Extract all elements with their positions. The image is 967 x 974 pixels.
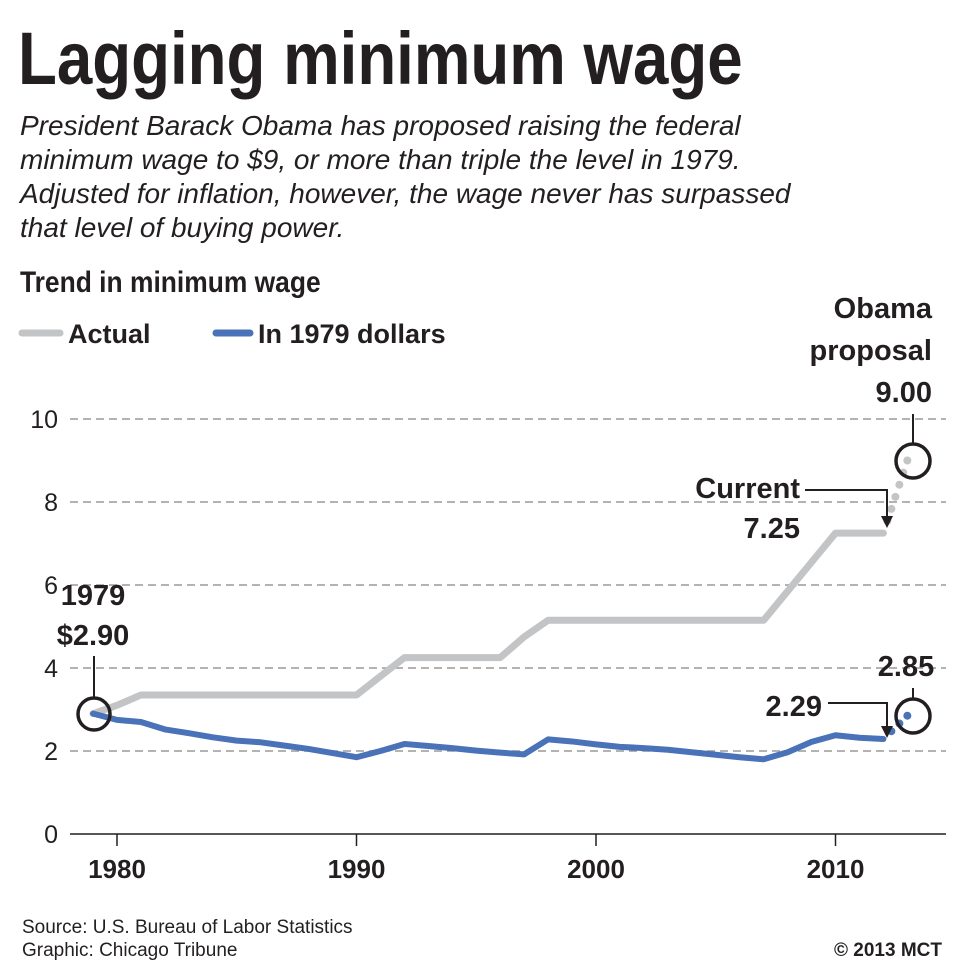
subtitle-line: that level of buying power. xyxy=(20,212,344,243)
subtitle-line: Adjusted for inflation, however, the wag… xyxy=(18,178,792,209)
annotation-proposal-label: proposal xyxy=(810,335,932,367)
series-line-real xyxy=(90,710,887,763)
annotation-real-proposal-value: 2.85 xyxy=(878,651,934,683)
annotation-1979-label: 1979 xyxy=(61,580,126,612)
projection-dot xyxy=(903,711,912,720)
chart-title: Trend in minimum wage xyxy=(20,264,321,298)
projection-dot xyxy=(891,492,900,501)
x-tick-label: 2010 xyxy=(807,854,865,884)
x-tick-label: 1990 xyxy=(328,854,386,884)
series-line-actual xyxy=(89,529,887,718)
annotation-1979-value: $2.90 xyxy=(57,620,130,652)
projection-dot xyxy=(895,480,904,489)
y-tick-label: 2 xyxy=(44,738,58,766)
legend-label-actual: Actual xyxy=(68,319,151,349)
copyright-text: © 2013 MCT xyxy=(834,940,942,961)
y-tick-label: 4 xyxy=(44,655,58,683)
subtitle-line: President Barack Obama has proposed rais… xyxy=(20,110,741,141)
annotation-proposal-value: 9.00 xyxy=(876,377,932,409)
annotation-proposal-circle xyxy=(894,442,932,480)
annotation-real-current-leader xyxy=(828,702,888,728)
annotation-real-proposal-circle xyxy=(894,697,932,735)
projection-dot xyxy=(887,504,896,513)
y-tick-label: 10 xyxy=(30,406,58,434)
annotation-proposal-label: Obama xyxy=(834,293,933,325)
annotation-current-leader xyxy=(805,489,888,518)
source-text: Source: U.S. Bureau of Labor Statistics xyxy=(22,917,353,938)
subtitle-line: minimum wage to $9, or more than triple … xyxy=(20,144,741,175)
legend-label-real: In 1979 dollars xyxy=(258,319,446,349)
annotation-current-value: 7.25 xyxy=(744,513,800,545)
x-tick-label: 1980 xyxy=(88,854,146,884)
arrow-icon xyxy=(881,726,893,738)
y-tick-label: 0 xyxy=(44,821,58,849)
annotation-real-current-value: 2.29 xyxy=(766,691,822,723)
y-tick-label: 6 xyxy=(44,572,58,600)
annotation-current-label: Current xyxy=(695,473,800,505)
x-tick-label: 2000 xyxy=(567,854,625,884)
credit-text: Graphic: Chicago Tribune xyxy=(22,940,237,961)
page-title: Lagging minimum wage xyxy=(18,18,743,101)
annotation-1979-circle xyxy=(76,696,112,732)
y-tick-label: 8 xyxy=(44,489,58,517)
projection-dot xyxy=(903,456,912,465)
arrow-icon xyxy=(881,516,893,528)
